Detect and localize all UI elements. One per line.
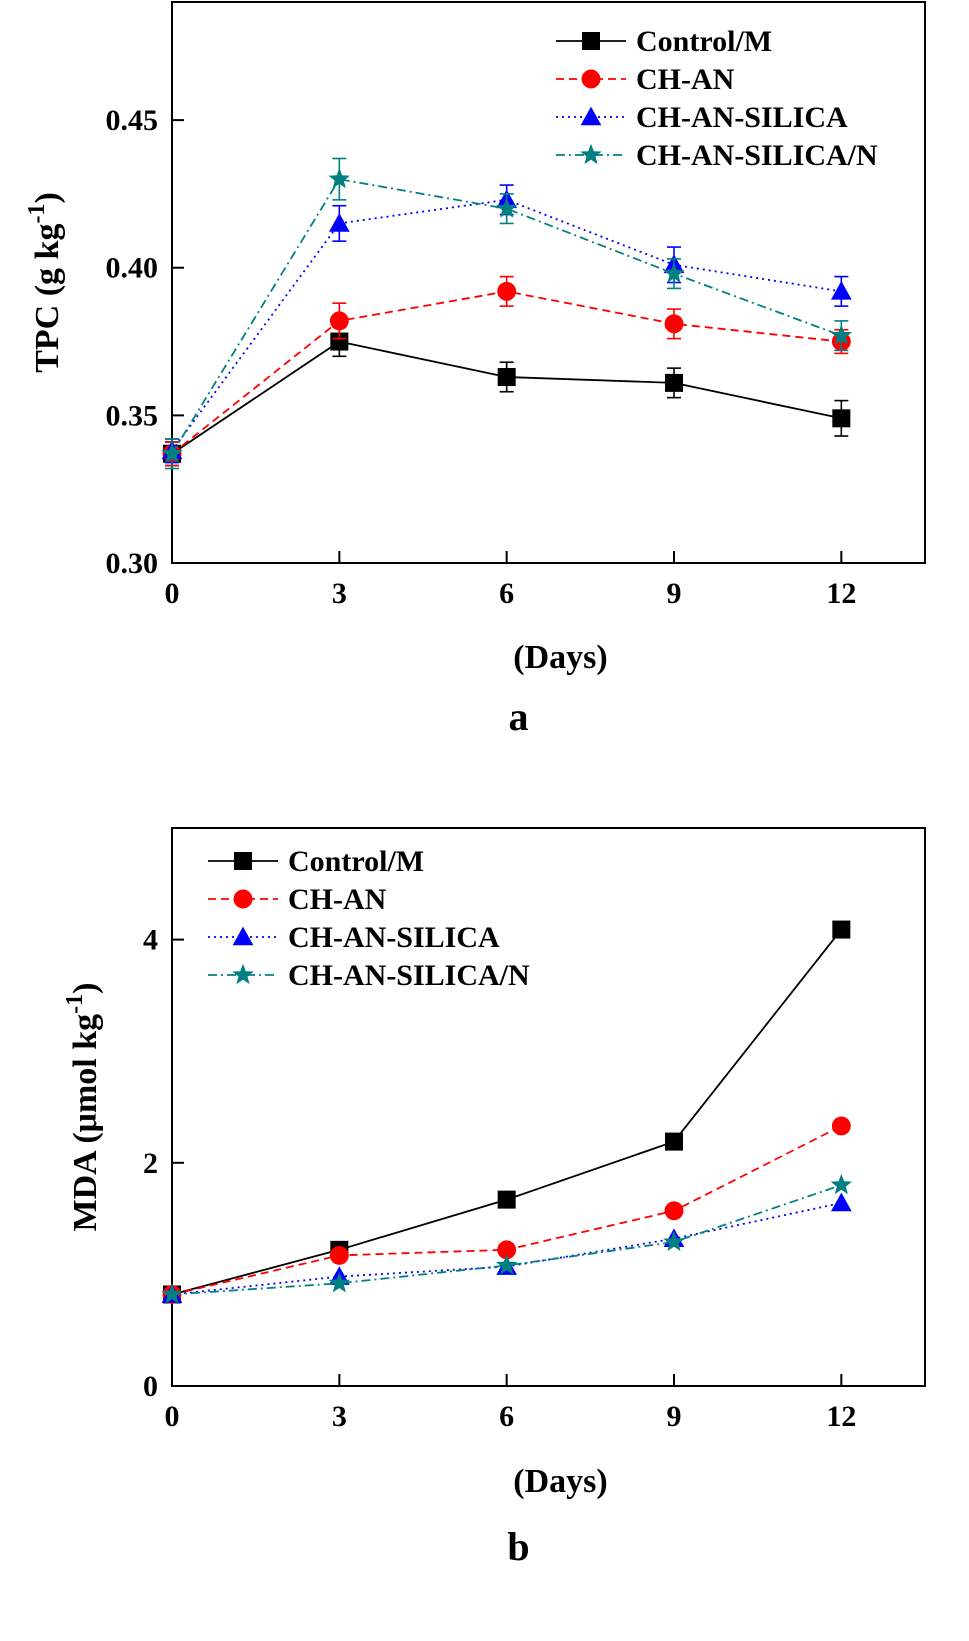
legend-marker bbox=[580, 106, 602, 126]
legend-label: CH-AN-SILICA/N bbox=[288, 959, 530, 992]
legend-label: Control/M bbox=[288, 845, 424, 878]
data-point bbox=[831, 1116, 851, 1136]
panel-b-x-axis-title: (Days) bbox=[513, 1463, 607, 1500]
data-point bbox=[664, 1201, 684, 1221]
legend-marker bbox=[232, 963, 254, 985]
panel-a-y-tick-label: 0.35 bbox=[106, 399, 159, 432]
data-point bbox=[328, 167, 350, 189]
panel-b-x-tick-label: 9 bbox=[667, 1400, 682, 1433]
data-point bbox=[497, 1240, 517, 1260]
legend-marker bbox=[233, 889, 253, 909]
data-point bbox=[664, 314, 684, 334]
panel-b-series-ch-an-silica-n bbox=[161, 1173, 852, 1304]
panel-a-y-tick-label: 0.40 bbox=[106, 252, 159, 285]
data-point bbox=[161, 1283, 183, 1304]
series-line bbox=[171, 178, 842, 455]
data-point bbox=[830, 324, 852, 345]
panel-a-y-tick-label: 0.45 bbox=[106, 104, 159, 137]
panel-b-x-tick-label: 0 bbox=[165, 1400, 180, 1433]
panel-b-y-tick-label: 2 bbox=[143, 1147, 158, 1180]
panel-a-x-axis-title: (Days) bbox=[513, 639, 607, 676]
panel-a-x-tick-label: 0 bbox=[165, 577, 180, 610]
panel-a-y-axis-title-main: TPC (g kg bbox=[29, 224, 66, 373]
data-point bbox=[329, 311, 349, 331]
panel-a-chart: 0 3 6 9 12 0.30 0.35 0.40 0.45 (Days) TPC (g kg-1)… bbox=[24, 1, 926, 739]
legend-label: Control/M bbox=[636, 25, 772, 58]
panel-a-y-tick-label: 0.30 bbox=[106, 547, 159, 580]
legend-item: CH-AN-SILICA bbox=[208, 921, 500, 954]
data-point bbox=[496, 1254, 518, 1275]
data-point bbox=[663, 262, 685, 283]
panel-b-y-axis-title-exponent: -1 bbox=[62, 994, 88, 1014]
panel-a-legend: Control/M CH-AN CH-AN-SILICA CH-AN-SILICA/N bbox=[556, 25, 878, 172]
legend-item: Control/M bbox=[208, 845, 424, 878]
legend-marker bbox=[580, 143, 602, 165]
panel-a-x-tick-label: 3 bbox=[332, 577, 347, 610]
legend-item: CH-AN-SILICA/N bbox=[208, 959, 530, 992]
panel-b-x-tick-label: 3 bbox=[332, 1400, 347, 1433]
legend-item: CH-AN bbox=[556, 63, 735, 96]
panel-a-y-axis-title-close: ) bbox=[29, 192, 66, 203]
panel-a-panel-letter: a bbox=[509, 694, 529, 739]
data-point bbox=[830, 1192, 852, 1212]
data-point bbox=[328, 1272, 350, 1293]
data-point bbox=[830, 281, 852, 300]
data-point bbox=[497, 1190, 516, 1209]
panel-b-y-axis-title: MDA (μmol kg-1) bbox=[62, 983, 104, 1232]
panel-b-series-ch-an bbox=[162, 1116, 851, 1304]
panel-a-x-tick-label: 9 bbox=[667, 577, 682, 610]
panel-b-y-axis-title-main: MDA (μmol kg bbox=[67, 1014, 104, 1232]
panel-b-x-tick-label: 12 bbox=[826, 1400, 856, 1433]
data-point bbox=[497, 281, 517, 301]
panel-a-x-tick-label: 6 bbox=[499, 577, 514, 610]
legend-label: CH-AN-SILICA bbox=[636, 101, 848, 134]
legend-item: CH-AN bbox=[208, 883, 387, 916]
legend-label: CH-AN-SILICA/N bbox=[636, 139, 878, 172]
panel-b-panel-letter: b bbox=[507, 1524, 529, 1569]
data-point bbox=[665, 373, 683, 392]
data-point bbox=[329, 1245, 349, 1265]
data-point bbox=[830, 1173, 852, 1195]
data-point bbox=[496, 197, 518, 218]
data-point bbox=[832, 920, 851, 939]
data-point bbox=[832, 409, 851, 428]
panel-b-legend: Control/M CH-AN CH-AN-SILICA CH-AN-SILICA/N bbox=[208, 845, 530, 992]
data-point bbox=[663, 1230, 685, 1252]
legend-marker bbox=[232, 926, 254, 946]
panel-b-y-axis-title-close: ) bbox=[67, 983, 104, 994]
legend-marker bbox=[234, 852, 252, 870]
data-point bbox=[497, 367, 516, 386]
panel-a-y-axis-title-exponent: -1 bbox=[24, 204, 50, 224]
panel-a-y-axis-title: TPC (g kg-1) bbox=[24, 192, 66, 373]
legend-item: CH-AN-SILICA/N bbox=[556, 139, 878, 172]
legend-marker bbox=[581, 69, 601, 89]
data-point bbox=[330, 332, 349, 351]
data-point bbox=[161, 442, 183, 463]
panel-b-x-tick-label: 6 bbox=[499, 1400, 514, 1433]
data-point bbox=[328, 213, 350, 232]
series-line bbox=[171, 198, 842, 452]
panel-b-y-tick-label: 0 bbox=[143, 1370, 158, 1403]
data-point bbox=[665, 1132, 683, 1151]
panel-a-series-ch-an-silica bbox=[161, 184, 852, 464]
legend-marker bbox=[582, 32, 600, 50]
legend-label: CH-AN-SILICA bbox=[288, 921, 500, 954]
panel-a-series-ch-an-silica-n bbox=[161, 157, 852, 470]
panel-b-y-tick-label: 4 bbox=[143, 924, 158, 957]
panel-b-plot-frame bbox=[171, 827, 926, 1387]
panel-a-x-tick-label: 12 bbox=[826, 577, 856, 610]
legend-label: CH-AN bbox=[288, 883, 387, 916]
series-line bbox=[171, 340, 842, 455]
legend-label: CH-AN bbox=[636, 63, 735, 96]
legend-item: Control/M bbox=[556, 25, 772, 58]
legend-item: CH-AN-SILICA bbox=[556, 101, 848, 134]
panel-a-series-control-m bbox=[163, 325, 851, 467]
panel-b-chart: 0 3 6 9 12 0 2 4 (Days) MDA (μmol kg-1) b Control/M… bbox=[62, 827, 926, 1569]
panel-a-plot-frame bbox=[171, 1, 926, 564]
